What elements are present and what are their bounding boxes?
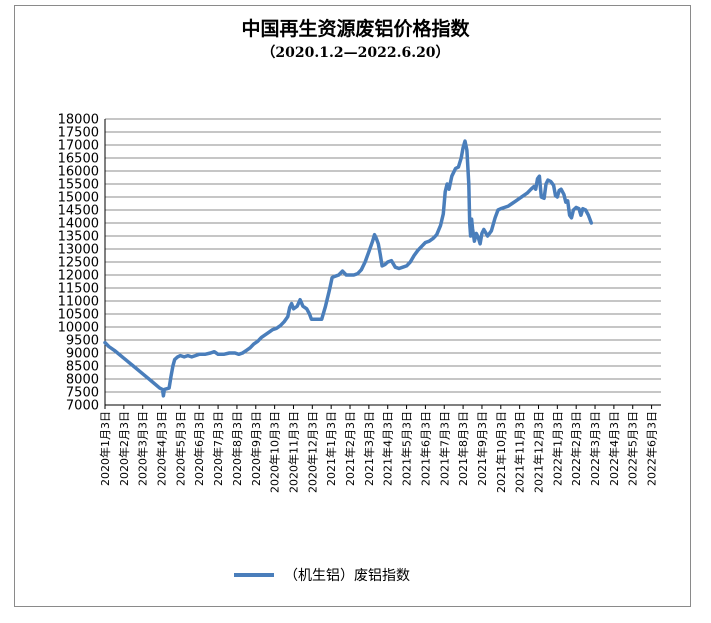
y-tick-label: 18000 — [58, 113, 99, 128]
y-tick-label: 17000 — [58, 139, 99, 154]
y-tick-label: 15000 — [58, 191, 99, 206]
series-line-0 — [103, 139, 594, 398]
y-tick-label: 10000 — [58, 321, 99, 336]
y-tick-label: 16500 — [58, 152, 99, 167]
y-tick-label: 17500 — [58, 126, 99, 141]
x-tick-label: 2021年5月3日 — [400, 411, 414, 486]
y-tick-label: 16000 — [58, 165, 99, 180]
x-tick-label: 2021年6月3日 — [418, 411, 432, 486]
chart-frame — [14, 5, 691, 607]
x-tick-label: 2020年12月3日 — [305, 411, 319, 493]
y-tick-label: 12000 — [58, 269, 99, 284]
x-axis-ticks: 2020年1月3日 2020年2月3日 2020年3月3日 2020年4月3日 2020… — [98, 405, 659, 493]
x-tick-label: 2020年1月3日 — [98, 411, 112, 486]
y-tick-label: 8000 — [66, 373, 99, 388]
y-tick-label: 9000 — [66, 347, 99, 362]
x-tick-label: 2020年11月3日 — [286, 411, 300, 493]
x-tick-label: 2020年10月3日 — [268, 411, 282, 493]
x-tick-label: 2022年5月3日 — [626, 411, 640, 486]
x-tick-label: 2021年4月3日 — [381, 411, 395, 486]
x-tick-label: 2021年7月3日 — [437, 411, 451, 486]
x-tick-label: 2021年2月3日 — [343, 411, 357, 486]
x-tick-label: 2021年10月3日 — [494, 411, 508, 493]
y-tick-label: 7500 — [66, 386, 99, 401]
y-tick-label: 8500 — [66, 360, 99, 375]
x-tick-label: 2022年3月3日 — [588, 411, 602, 486]
y-tick-label: 13000 — [58, 243, 99, 258]
legend: （机生铝）废铝指数 — [234, 565, 410, 585]
x-tick-label: 2020年3月3日 — [136, 411, 150, 486]
y-tick-label: 9500 — [66, 334, 99, 349]
x-tick-label: 2020年8月3日 — [230, 411, 244, 486]
y-tick-label: 15500 — [58, 178, 99, 193]
y-tick-label: 11500 — [58, 282, 99, 297]
chart-title: 中国再生资源废铝价格指数 — [241, 18, 470, 40]
y-tick-label: 10500 — [58, 308, 99, 323]
y-tick-label: 12500 — [58, 256, 99, 271]
y-tick-label: 14500 — [58, 204, 99, 219]
x-tick-label: 2021年3月3日 — [362, 411, 376, 486]
x-tick-label: 2020年5月3日 — [173, 411, 187, 486]
x-tick-label: 2021年8月3日 — [456, 411, 470, 486]
x-tick-label: 2022年6月3日 — [645, 411, 659, 486]
x-tick-label: 2020年6月3日 — [192, 411, 206, 486]
chart-subtitle: （2020.1.2—2022.6.20） — [261, 45, 450, 61]
x-tick-label: 2021年11月3日 — [513, 411, 527, 493]
series-group — [103, 139, 594, 398]
x-tick-label: 2022年2月3日 — [569, 411, 583, 486]
x-tick-label: 2021年9月3日 — [475, 411, 489, 486]
y-tick-label: 7000 — [66, 399, 99, 414]
x-tick-label: 2022年1月3日 — [550, 411, 564, 486]
x-tick-label: 2020年9月3日 — [249, 411, 263, 486]
y-tick-label: 11000 — [58, 295, 99, 310]
x-tick-label: 2021年12月3日 — [531, 411, 545, 493]
x-tick-label: 2020年2月3日 — [117, 411, 131, 486]
x-tick-label: 2021年1月3日 — [324, 411, 338, 486]
legend-label: （机生铝）废铝指数 — [284, 568, 410, 584]
x-tick-label: 2020年4月3日 — [155, 411, 169, 486]
legend-swatch — [234, 573, 274, 577]
y-tick-label: 13500 — [58, 230, 99, 245]
x-tick-label: 2020年7月3日 — [211, 411, 225, 486]
x-tick-label: 2022年4月3日 — [607, 411, 621, 486]
y-tick-label: 14000 — [58, 217, 99, 232]
y-axis-ticks: 7000750080008500900095001000010500110001… — [58, 113, 99, 414]
